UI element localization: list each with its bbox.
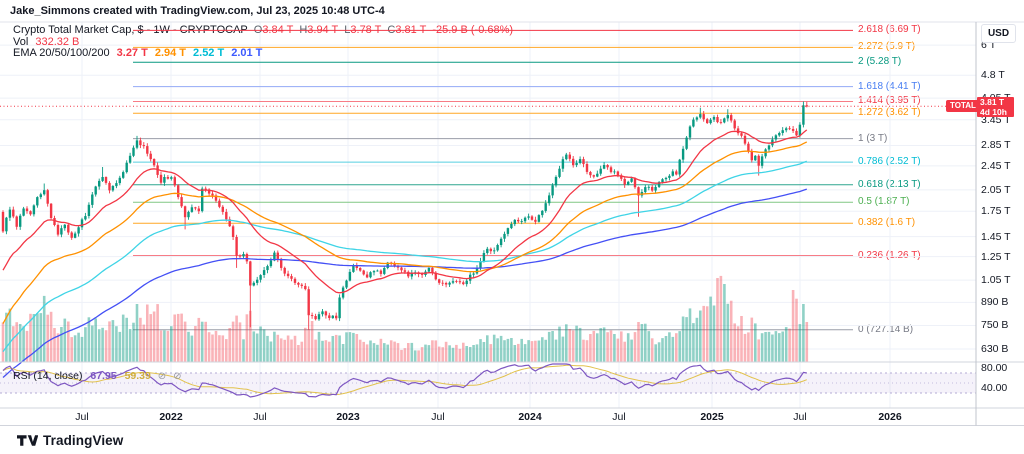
volume-value: 332.32 B bbox=[35, 35, 80, 48]
time-tick: 2026 bbox=[878, 411, 902, 423]
fib-level-label[interactable]: 0.786 (2.52 T) bbox=[858, 156, 921, 168]
price-tick: 1.25 T bbox=[981, 250, 1011, 263]
chart-legend[interactable]: Crypto Total Market Cap, $ - 1W - CRYPTO… bbox=[13, 24, 514, 60]
last-price-badge: 3.81 T 4d 10h bbox=[977, 97, 1014, 117]
ema100-value: 2.52 T bbox=[193, 47, 225, 60]
legend-ema-row[interactable]: EMA 20/50/100/200 3.27 T 2.94 T 2.52 T 2.01 … bbox=[13, 47, 513, 60]
fib-level-label[interactable]: 0 (727.14 B) bbox=[858, 323, 914, 335]
time-tick: Jul bbox=[793, 411, 807, 423]
rsi-legend[interactable]: RSI (14, close) 67.95 59.39 ⊘ ⊘ bbox=[13, 370, 181, 382]
price-tick: 890 B bbox=[981, 296, 1009, 309]
price-tick: 2.45 T bbox=[981, 159, 1011, 172]
time-tick: 2024 bbox=[518, 411, 542, 423]
fib-level-label[interactable]: 0.382 (1.6 T) bbox=[858, 217, 916, 229]
time-tick: Jul bbox=[75, 411, 89, 423]
fib-level-label[interactable]: 1.272 (3.62 T) bbox=[858, 107, 921, 119]
time-tick: 2022 bbox=[159, 411, 183, 423]
fib-level-label[interactable]: 2.272 (5.9 T) bbox=[858, 41, 916, 53]
time-tick: Jul bbox=[431, 411, 445, 423]
attribution-text: Jake_Simmons created with TradingView.co… bbox=[10, 5, 385, 17]
last-price-value: 3.81 T bbox=[980, 97, 1005, 107]
price-tick: 2.85 T bbox=[981, 139, 1011, 152]
fib-level-label[interactable]: 1.414 (3.95 T) bbox=[858, 95, 921, 107]
fib-level-label[interactable]: 1.618 (4.41 T) bbox=[858, 80, 921, 92]
symbol-price-tag: TOTAL bbox=[946, 100, 980, 112]
price-tick: 750 B bbox=[981, 319, 1009, 332]
ema50-value: 2.94 T bbox=[154, 47, 187, 60]
ema200-value: 2.01 T bbox=[231, 47, 263, 60]
time-tick: Jul bbox=[612, 411, 626, 423]
time-tick: Jul bbox=[253, 411, 267, 423]
legend-symbol-row[interactable]: Crypto Total Market Cap, $ - 1W - CRYPTO… bbox=[13, 24, 514, 37]
price-tick: 1.75 T bbox=[981, 205, 1011, 218]
rsi-label: RSI (14, close) bbox=[13, 370, 83, 382]
fib-level-label[interactable]: 2 (5.28 T) bbox=[858, 56, 902, 68]
tradingview-logo[interactable]: TradingView bbox=[17, 433, 123, 448]
price-tick: 1.05 T bbox=[981, 274, 1011, 287]
legend-volume-row[interactable]: Vol 332.32 B bbox=[13, 35, 513, 49]
bar-countdown: 4d 10h bbox=[980, 107, 1007, 117]
symbol-title: Crypto Total Market Cap, $ - 1W - CRYPTO… bbox=[13, 24, 248, 36]
time-tick: 2023 bbox=[336, 411, 360, 423]
rsi-hide-icon[interactable]: ⊘ bbox=[157, 371, 167, 382]
rsi-axis-40: 40.00 bbox=[981, 382, 1008, 394]
ema20-value: 3.27 T bbox=[116, 47, 148, 60]
fib-level-label[interactable]: 0.236 (1.26 T) bbox=[858, 249, 921, 261]
ohlc-close-value: 3.81 T bbox=[395, 24, 427, 36]
ohlc-low-value: 3.78 T bbox=[350, 24, 382, 36]
ohlc-open-value: 3.84 T bbox=[262, 24, 294, 36]
rsi-axis-80: 80.00 bbox=[981, 362, 1008, 374]
price-tick: 630 B bbox=[981, 343, 1009, 355]
ohlc-high-value: 3.94 T bbox=[307, 24, 339, 36]
currency-toggle[interactable]: USD bbox=[981, 24, 1016, 43]
fib-level-label[interactable]: 2.618 (6.69 T) bbox=[858, 24, 921, 36]
time-tick: 2025 bbox=[700, 411, 724, 423]
fib-level-label[interactable]: 0.618 (2.13 T) bbox=[858, 178, 921, 190]
ema-label: EMA 20/50/100/200 bbox=[13, 47, 110, 60]
price-tick: 2.05 T bbox=[981, 183, 1011, 196]
tradingview-wordmark: TradingView bbox=[43, 433, 124, 448]
price-tick: 1.45 T bbox=[981, 230, 1011, 243]
change-value: -25.9 B (-0.68%) bbox=[432, 24, 514, 36]
tradingview-mark-icon bbox=[17, 435, 38, 446]
rsi-more-icon[interactable]: ⊘ bbox=[173, 371, 182, 382]
rsi-ma-value: 59.39 bbox=[124, 370, 151, 382]
fib-level-label[interactable]: 1 (3 T) bbox=[858, 132, 888, 144]
volume-label: Vol bbox=[13, 35, 29, 48]
rsi-value: 67.95 bbox=[90, 370, 117, 382]
price-tick: 4.8 T bbox=[981, 69, 1005, 82]
fib-level-label[interactable]: 0.5 (1.87 T) bbox=[858, 196, 910, 208]
